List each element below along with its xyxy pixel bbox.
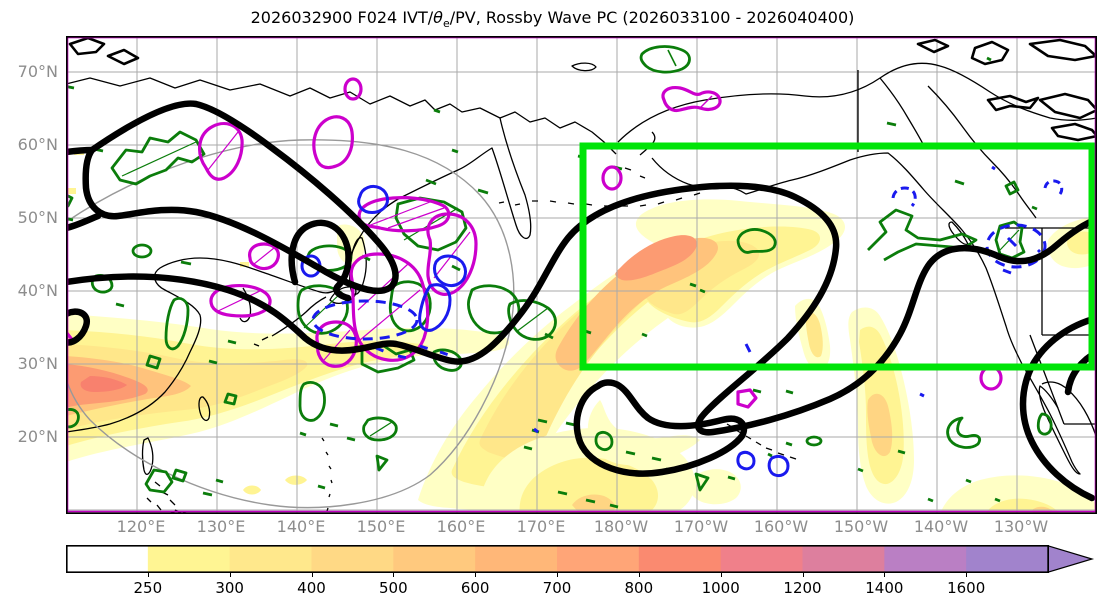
colorbar-tick bbox=[393, 572, 395, 577]
lat-tick-label: 20°N bbox=[17, 427, 58, 446]
gridlines bbox=[66, 36, 1097, 514]
map-frame bbox=[66, 35, 1098, 514]
lon-tick-label: 140°W bbox=[913, 517, 969, 536]
lon-tick-label: 180°W bbox=[593, 517, 649, 536]
colorbar-tick bbox=[475, 572, 477, 577]
colorbar-segment bbox=[311, 545, 394, 573]
colorbar-tick bbox=[884, 572, 886, 577]
lon-tick-label: 160°W bbox=[753, 517, 809, 536]
chart-title: 2026032900 F024 IVT/θe/PV, Rossby Wave P… bbox=[250, 8, 855, 31]
lon-tick-label: 130°E bbox=[196, 517, 246, 536]
ivt-shading bbox=[66, 150, 1097, 514]
colorbar-tick bbox=[802, 572, 804, 577]
colorbar-tick-label: 800 bbox=[624, 579, 654, 597]
colorbar-canvas bbox=[66, 544, 1095, 574]
colorbar-tick bbox=[229, 572, 231, 577]
colorbar-segment bbox=[720, 545, 803, 573]
lon-tick-label: 130°W bbox=[993, 517, 1049, 536]
colorbar-tick-label: 250 bbox=[133, 579, 163, 597]
lon-tick-label: 170°E bbox=[516, 517, 566, 536]
magenta-contours bbox=[66, 77, 1003, 409]
lat-tick-label: 30°N bbox=[17, 354, 58, 373]
colorbar-tick-label: 1400 bbox=[865, 579, 904, 597]
arctic-islands bbox=[68, 36, 1097, 142]
colorbar-tick-label: 600 bbox=[460, 579, 490, 597]
colorbar-tick-label: 1600 bbox=[947, 579, 986, 597]
colorbar-tick-label: 300 bbox=[215, 579, 244, 597]
lon-tick-label: 150°E bbox=[356, 517, 406, 536]
colorbar-tick bbox=[966, 572, 968, 577]
colorbar-segment bbox=[966, 545, 1049, 573]
colorbar-tick bbox=[720, 572, 722, 577]
colorbar-segment bbox=[802, 545, 885, 573]
colorbar-segment bbox=[557, 545, 640, 573]
lat-tick-label: 50°N bbox=[17, 208, 58, 227]
blue-contours bbox=[300, 165, 1064, 478]
colorbar-tick-label: 700 bbox=[542, 579, 572, 597]
colorbar-segment bbox=[393, 545, 476, 573]
colorbar-segment bbox=[475, 545, 558, 573]
great-circle bbox=[66, 139, 515, 509]
colorbar-tick-label: 1200 bbox=[783, 579, 822, 597]
colorbar: 250 300 400 500 600 700 800 1000 1200 1400 1600 bbox=[66, 544, 1105, 605]
colorbar-tick-label: 1000 bbox=[701, 579, 740, 597]
colorbar-segment bbox=[66, 545, 149, 573]
map-panel bbox=[66, 35, 1098, 514]
colorbar-segment bbox=[884, 545, 967, 573]
colorbar-tick bbox=[557, 572, 558, 577]
green-contours bbox=[66, 45, 1053, 509]
colorbar-arrow bbox=[1047, 544, 1095, 574]
colorbar-tick bbox=[638, 572, 640, 577]
colorbar-tick bbox=[311, 572, 313, 577]
lat-tick-label: 70°N bbox=[17, 62, 58, 81]
rossby-pc-box bbox=[579, 142, 1096, 371]
colorbar-tick bbox=[147, 572, 149, 577]
map-canvas bbox=[66, 35, 1098, 514]
lon-tick-label: 160°E bbox=[436, 517, 486, 536]
lat-tick-label: 40°N bbox=[17, 281, 58, 300]
colorbar-segment bbox=[229, 545, 312, 573]
lat-tick-label: 60°N bbox=[17, 135, 58, 154]
colorbar-segment bbox=[147, 545, 231, 573]
lon-tick-label: 150°W bbox=[833, 517, 889, 536]
colorbar-tick-label: 500 bbox=[379, 579, 408, 597]
lon-tick-label: 140°E bbox=[276, 517, 326, 536]
pv-contours bbox=[66, 100, 1097, 502]
theta-symbol: θ bbox=[433, 8, 443, 27]
lon-tick-label: 170°W bbox=[673, 517, 729, 536]
colorbar-segment bbox=[638, 545, 722, 573]
lon-tick-label: 120°E bbox=[116, 517, 166, 536]
colorbar-tick-label: 400 bbox=[297, 579, 326, 597]
